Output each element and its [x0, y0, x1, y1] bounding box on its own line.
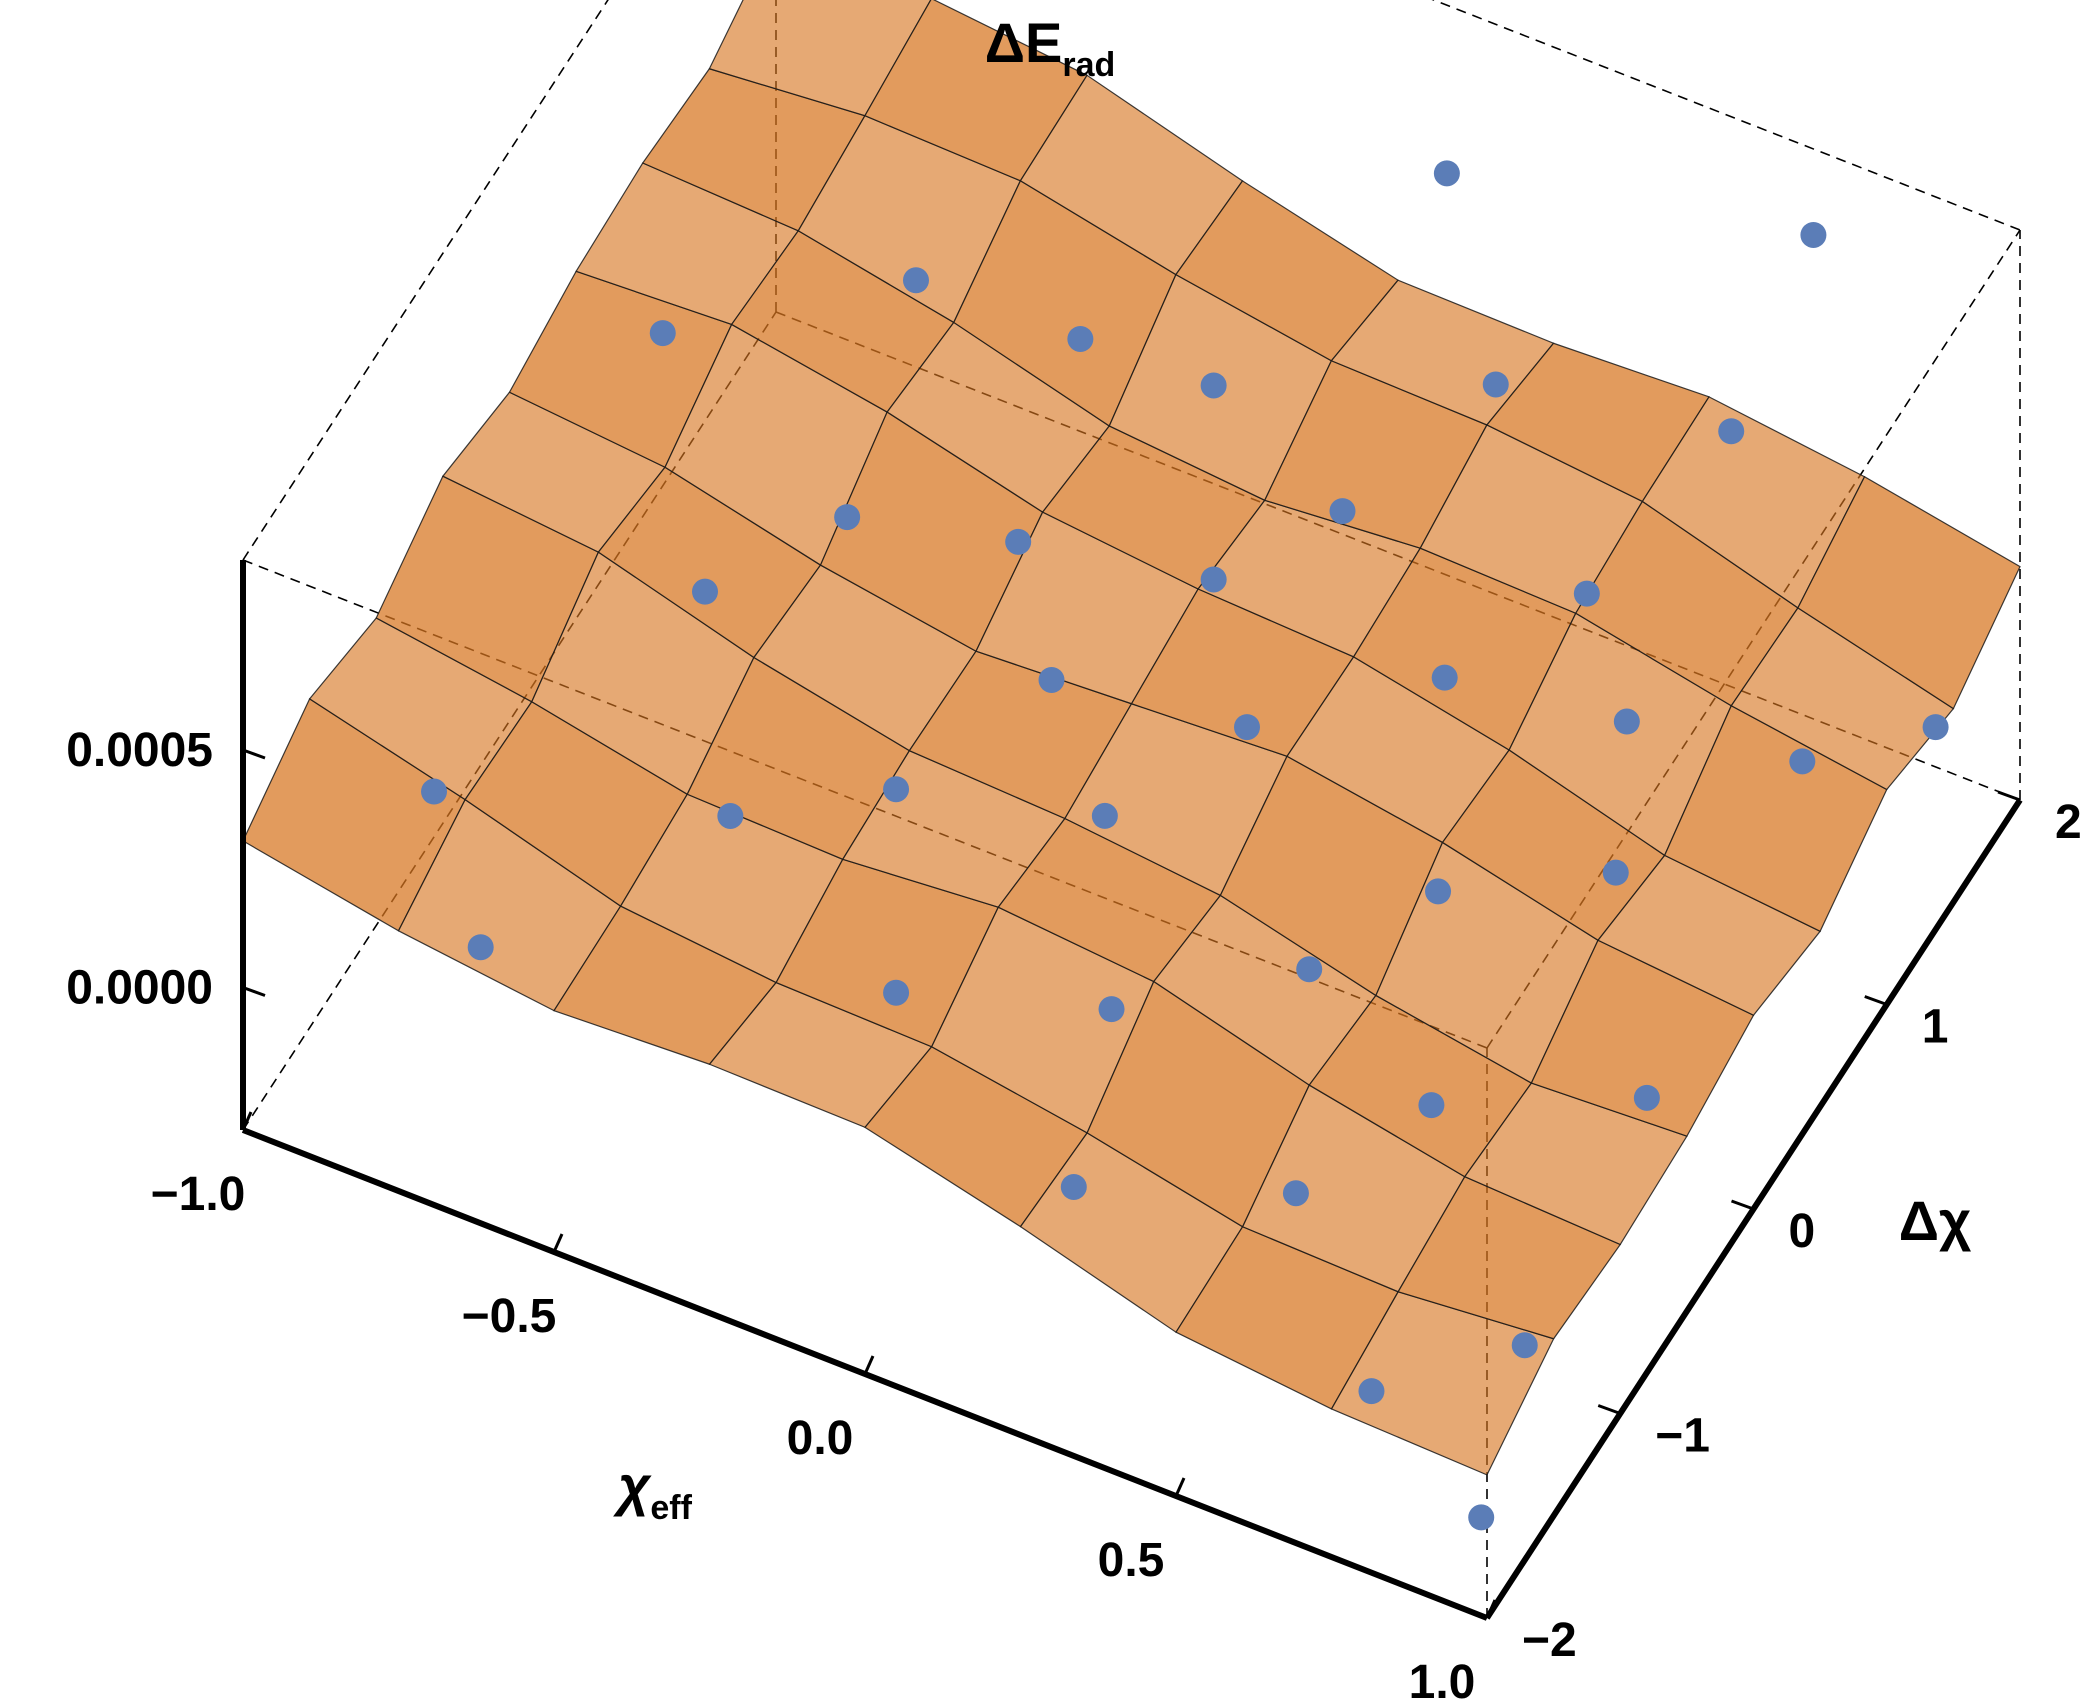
data-point	[1418, 1092, 1445, 1119]
z-tick-mark	[242, 986, 266, 997]
data-point	[902, 267, 929, 294]
data-point	[1329, 498, 1356, 525]
z-axis-title-main: ΔE	[985, 11, 1063, 74]
x-tick-mark	[552, 1233, 564, 1253]
x-axis-title: χeff	[613, 1454, 693, 1527]
y-tick-mark	[1730, 1199, 1755, 1211]
data-point	[1060, 1173, 1087, 1200]
y-tick-mark	[1864, 995, 1888, 1006]
x-tick-label: 0.0	[787, 1412, 854, 1465]
data-point	[1296, 956, 1323, 983]
data-point	[1038, 666, 1065, 693]
data-point	[1573, 580, 1600, 607]
z-tick-label: 0.0005	[66, 724, 213, 777]
surface-patch	[1797, 475, 2021, 710]
y-tick-label: 0	[1789, 1205, 1816, 1258]
data-point	[1633, 1084, 1660, 1111]
box-edge-1	[242, 0, 609, 561]
data-point	[467, 934, 494, 961]
box-edge-2	[1431, 0, 2021, 231]
data-point	[1425, 878, 1452, 905]
data-point	[649, 320, 676, 347]
data-point	[1234, 714, 1260, 741]
axis-ticks: −1.0 −0.5 0.0 0.5 1.0 −2 −1 0 1 2 0.0000 0.0005	[66, 724, 2082, 1703]
y-tick-label: 1	[1922, 1001, 1949, 1054]
surface-patch	[708, 0, 932, 117]
x-tick-label: −0.5	[462, 1290, 557, 1343]
data-point	[1098, 996, 1125, 1023]
box-edge-7	[242, 311, 777, 1131]
z-tick-mark	[242, 748, 266, 760]
data-point	[1358, 1378, 1385, 1405]
y-tick-mark	[1464, 1608, 1488, 1620]
x-tick-label: 1.0	[1409, 1656, 1476, 1703]
data-point	[717, 802, 744, 829]
data-point	[1200, 372, 1227, 399]
data-point	[1468, 1504, 1495, 1531]
x-tick-mark	[1485, 1599, 1497, 1619]
x-axis-title-main: χ	[613, 1454, 652, 1517]
y-tick-label: 2	[2055, 796, 2082, 849]
data-point	[883, 979, 910, 1006]
data-point	[1613, 708, 1640, 735]
data-point	[1005, 528, 1032, 555]
data-point	[421, 778, 448, 805]
fitted-surface	[242, 0, 2021, 1476]
z-tick-label: 0.0000	[66, 962, 213, 1015]
data-point	[1431, 664, 1458, 691]
data-points	[421, 160, 1949, 1531]
x-tick-mark	[1174, 1477, 1186, 1497]
data-point	[1922, 714, 1949, 741]
data-point	[1482, 371, 1509, 398]
z-axis-title-sub: rad	[1062, 46, 1115, 84]
data-point	[692, 578, 718, 605]
y-axis-title: Δχ	[1899, 1189, 1972, 1252]
data-point	[1091, 802, 1118, 829]
x-tick-mark	[241, 1111, 253, 1131]
data-point	[1511, 1332, 1538, 1359]
data-point	[883, 776, 910, 803]
data-point	[1433, 160, 1460, 187]
data-point	[1200, 566, 1227, 593]
data-point	[1602, 859, 1629, 886]
y-tick-label: −1	[1655, 1410, 1710, 1463]
data-point	[1789, 748, 1816, 775]
data-point	[1800, 221, 1827, 248]
y-tick-label: −2	[1522, 1614, 1577, 1667]
data-point	[1718, 418, 1745, 445]
data-point	[834, 504, 861, 531]
x-tick-mark	[863, 1355, 875, 1375]
x-tick-label: 0.5	[1098, 1534, 1165, 1587]
y-tick-mark	[1597, 1404, 1621, 1415]
data-point	[1282, 1180, 1309, 1207]
data-point	[1067, 325, 1094, 352]
y-tick-mark	[1997, 790, 2021, 802]
x-tick-label: −1.0	[151, 1168, 246, 1221]
z-axis-title: ΔErad	[985, 11, 1116, 84]
x-axis-title-sub: eff	[650, 1489, 692, 1527]
